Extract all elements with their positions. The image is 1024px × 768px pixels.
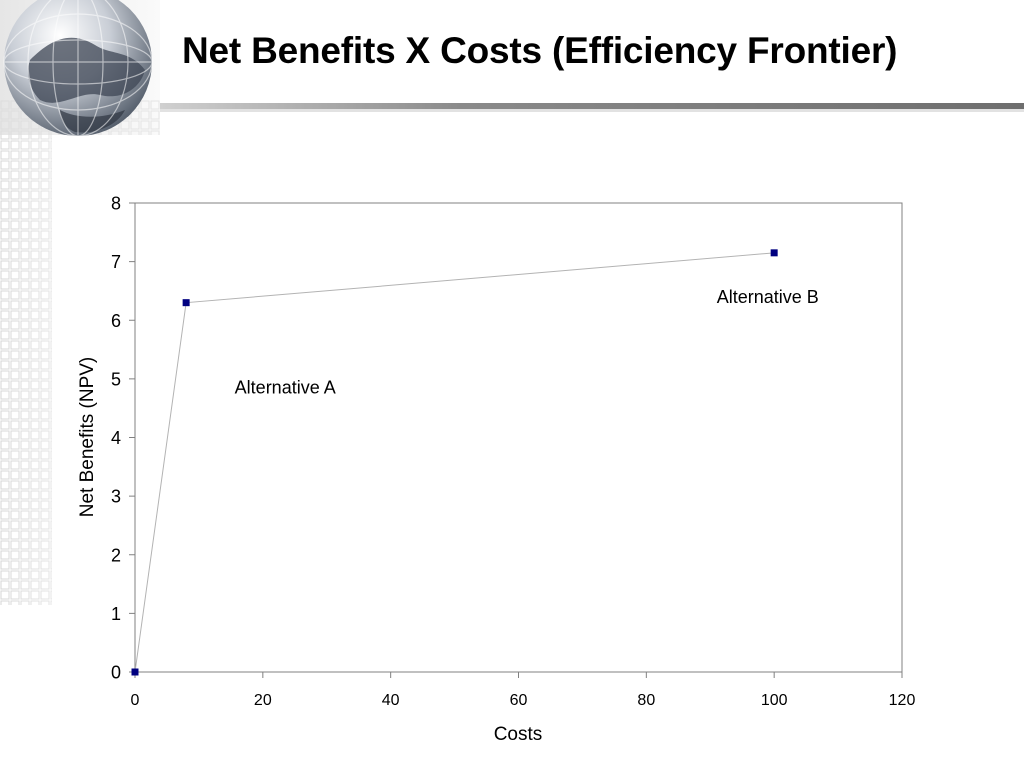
x-tick-label: 40 <box>382 692 400 709</box>
x-axis-label: Costs <box>494 724 543 745</box>
x-tick-label: 80 <box>637 692 655 709</box>
y-tick-label: 2 <box>111 545 121 565</box>
data-point <box>770 249 778 257</box>
slide-title: Net Benefits X Costs (Efficiency Frontie… <box>182 30 898 71</box>
x-tick-label: 100 <box>761 692 788 709</box>
x-tick-label: 60 <box>510 692 528 709</box>
annotation-label: Alternative B <box>717 287 819 307</box>
title-rule-shadow <box>160 109 1024 112</box>
y-axis: 0 1 2 3 4 5 6 7 8 <box>111 194 135 683</box>
y-tick-label: 4 <box>111 428 121 448</box>
y-tick-label: 5 <box>111 369 121 389</box>
y-tick-label: 1 <box>111 604 121 624</box>
x-tick-label: 0 <box>131 692 140 709</box>
globe-icon <box>3 0 153 137</box>
series-layer <box>131 249 778 676</box>
y-axis-label: Net Benefits (NPV) <box>77 357 98 518</box>
data-point <box>131 668 139 676</box>
y-tick-label: 0 <box>111 663 121 683</box>
data-point <box>182 299 190 307</box>
title-rule <box>160 103 1024 109</box>
x-tick-label: 120 <box>889 692 916 709</box>
annotations: Alternative A Alternative B <box>235 287 819 398</box>
y-tick-label: 8 <box>111 194 121 214</box>
y-tick-label: 7 <box>111 252 121 272</box>
x-tick-label: 20 <box>254 692 272 709</box>
y-tick-label: 6 <box>111 311 121 331</box>
annotation-label: Alternative A <box>235 378 336 398</box>
x-axis: 0 20 40 60 80 100 120 <box>131 672 916 709</box>
plot-area <box>134 202 903 673</box>
y-tick-label: 3 <box>111 487 121 507</box>
